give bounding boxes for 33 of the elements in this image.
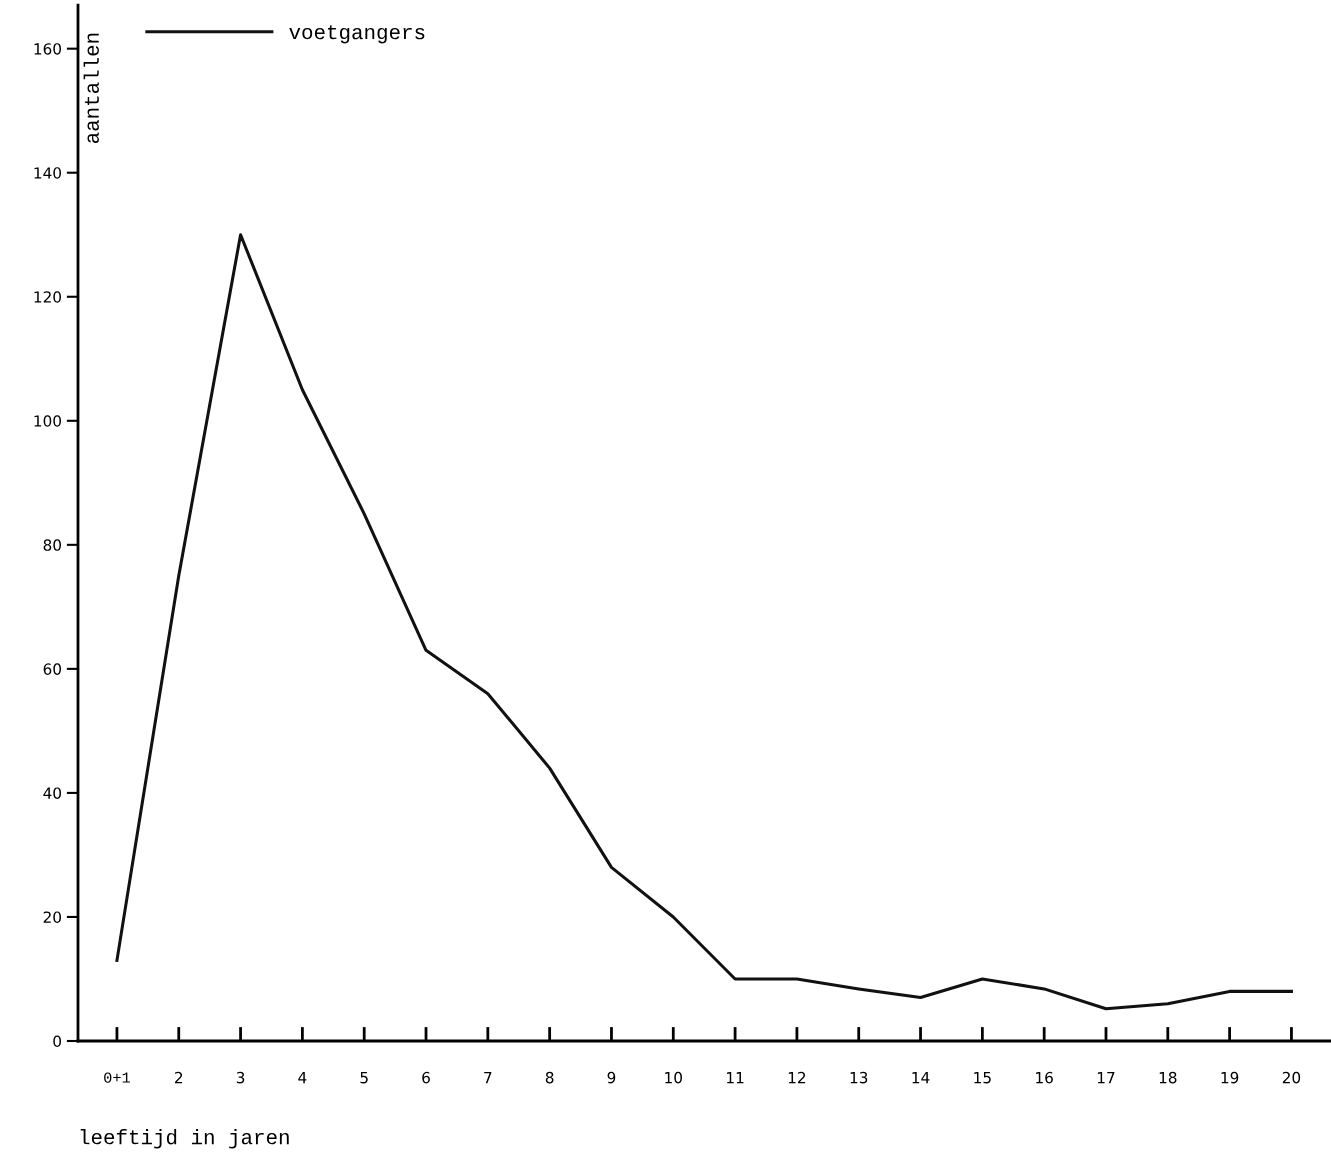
- y-tick-label: 120: [34, 291, 62, 303]
- x-tick-label: 14: [912, 1072, 930, 1084]
- x-tick-label: 11: [727, 1072, 744, 1084]
- y-tick-label: 60: [43, 663, 62, 675]
- y-tick-label: 20: [43, 911, 62, 923]
- y-axis-title: aantallen: [83, 33, 99, 144]
- x-tick-label: 9: [607, 1071, 616, 1084]
- x-tick-label: 10: [665, 1071, 682, 1084]
- x-tick-label: 2: [175, 1071, 183, 1084]
- x-tick-label: 18: [1159, 1071, 1177, 1084]
- x-tick-label: 16: [1036, 1071, 1053, 1084]
- x-tick-label: 12: [788, 1071, 806, 1084]
- x-tick-label: 4: [298, 1072, 307, 1084]
- y-tick-label: 0: [53, 1035, 62, 1048]
- x-tick-label: 15: [974, 1072, 991, 1084]
- x-tick-label: 19: [1221, 1071, 1239, 1084]
- x-tick-label: 7: [484, 1072, 492, 1084]
- x-tick-label: 13: [850, 1071, 868, 1084]
- line-series: [115, 233, 1293, 1011]
- x-tick-label: 17: [1097, 1072, 1115, 1084]
- y-tick-label: 140: [34, 167, 62, 179]
- y-tick-label: 100: [34, 415, 62, 427]
- x-tick-label: 20: [1282, 1071, 1301, 1084]
- y-tick-label: 160: [34, 43, 62, 55]
- y-tick-label: 40: [43, 787, 62, 799]
- x-tick-label: 5: [360, 1072, 368, 1084]
- x-axis-title: leeftijd in jaren: [80, 1129, 289, 1149]
- x-tick-label: 8: [545, 1071, 554, 1084]
- x-tick-label: 6: [422, 1071, 430, 1084]
- x-tick-label: 0+1: [104, 1072, 130, 1083]
- x-tick-label: 3: [236, 1071, 245, 1084]
- y-tick-label: 80: [43, 539, 62, 551]
- text: voetgangers: [289, 25, 425, 44]
